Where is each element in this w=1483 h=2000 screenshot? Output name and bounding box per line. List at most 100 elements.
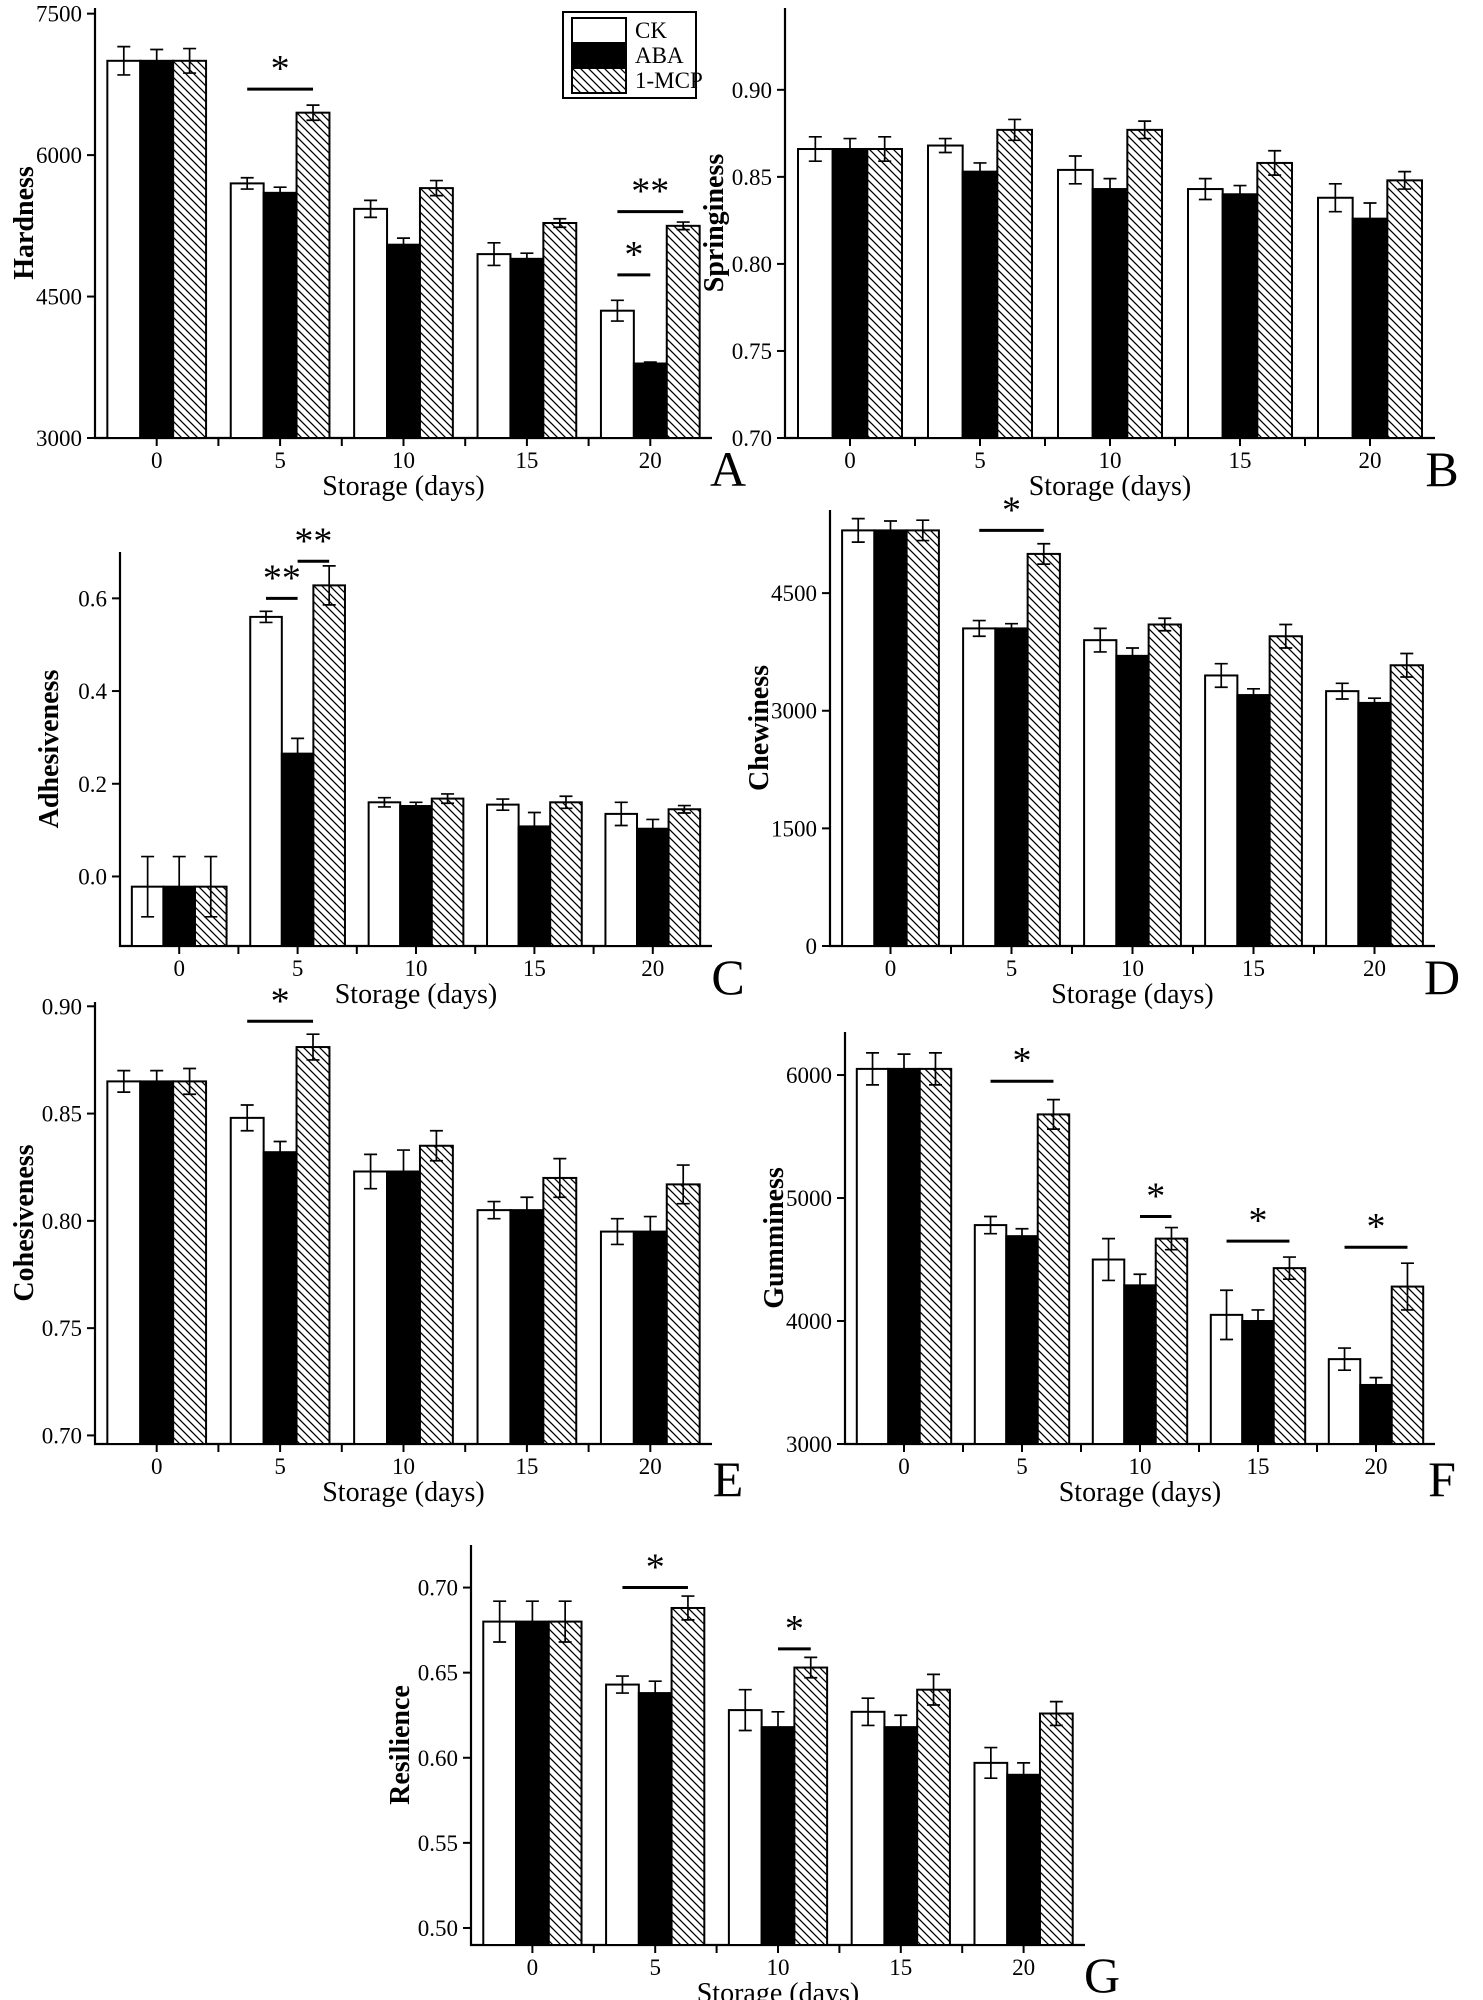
x-tick-label: 10: [767, 1955, 790, 1980]
bar-ABA-day5: [280, 752, 315, 948]
y-tick-label: 7500: [36, 2, 82, 27]
error-bar: [273, 1140, 287, 1164]
bar-1-MCP-day10: [418, 1144, 454, 1446]
error-bar: [117, 1069, 131, 1093]
error-bar: [771, 1710, 785, 1744]
panel-letter-F: F: [1428, 1451, 1456, 1507]
bar-ABA-day5: [961, 170, 999, 439]
error-bar: [677, 804, 691, 814]
y-tick-label: 0.65: [418, 1661, 458, 1686]
y-tick-label: 5000: [786, 1186, 832, 1211]
legend-label-ABA: ABA: [635, 43, 684, 68]
bar-1-MCP-day10: [1154, 1237, 1189, 1445]
error-bar: [1037, 542, 1051, 565]
error-bar: [866, 1052, 880, 1086]
error-bar: [984, 1746, 998, 1780]
bar-CK-day15: [486, 803, 520, 947]
error-bar: [1068, 155, 1082, 185]
bar-1-MCP-day0: [547, 1620, 583, 1946]
error-bar: [553, 1157, 567, 1199]
error-bar: [429, 1129, 443, 1162]
x-tick-label: 0: [151, 448, 163, 473]
error-bar: [322, 565, 336, 606]
bar-CK-day20: [973, 1761, 1009, 1946]
error-bar: [183, 47, 197, 74]
error-bar: [643, 1215, 657, 1248]
error-bar: [364, 199, 378, 219]
chart-panel-D: 0 1500 3000 4500 Chewiness 0 5 10 15 20 Storage (d…: [744, 489, 1460, 1010]
panel-letter-G: G: [1084, 1947, 1120, 2000]
error-bar: [984, 1215, 998, 1235]
y-tick-label: 6000: [36, 143, 82, 168]
y-tick-label: 0.0: [78, 864, 107, 889]
x-axis-label: Storage (days): [322, 471, 485, 502]
x-tick-label: 20: [641, 956, 664, 981]
error-bar: [558, 1600, 572, 1643]
x-tick-label: 15: [515, 448, 538, 473]
bar-ABA-day0: [887, 1067, 921, 1445]
x-axis-label: Storage (days): [322, 1477, 485, 1508]
error-bar: [525, 1600, 539, 1643]
bar-CK-day10: [353, 1170, 389, 1446]
error-bar: [377, 796, 391, 808]
bar-1-MCP-day5: [1026, 552, 1061, 948]
error-bar: [643, 361, 657, 366]
error-bar: [681, 1595, 695, 1621]
x-tick-label: 10: [392, 1454, 415, 1479]
bar-CK-day10: [367, 801, 402, 948]
bar-CK-day10: [1057, 168, 1094, 439]
x-tick-label: 20: [1365, 1454, 1388, 1479]
error-bar: [1363, 202, 1377, 236]
significance-label: **: [263, 557, 301, 599]
bar-ABA-day0: [515, 1620, 550, 1946]
y-tick-label: 0.85: [42, 1102, 82, 1127]
bar-CK-day0: [797, 148, 834, 439]
y-tick-label: 0.55: [418, 1831, 458, 1856]
bar-1-MCP-day15: [1268, 635, 1303, 947]
y-tick-label: 0.50: [418, 1916, 458, 1941]
bar-ABA-day5: [262, 191, 298, 439]
error-bar: [141, 855, 155, 918]
error-bar: [1046, 1098, 1060, 1131]
bar-1-MCP-day20: [665, 1183, 701, 1446]
error-bar: [610, 299, 624, 322]
y-tick-label: 6000: [786, 1063, 832, 1088]
error-bar: [843, 137, 857, 161]
bar-1-MCP-day0: [172, 1080, 208, 1445]
y-tick-label: 0.70: [42, 1423, 82, 1448]
bar-ABA-day15: [509, 257, 545, 440]
error-bar: [884, 520, 897, 541]
y-tick-label: 3000: [786, 1432, 832, 1457]
bar-1-MCP-day10: [430, 797, 465, 948]
error-bar: [804, 1656, 818, 1679]
bar-CK-day15: [1187, 188, 1224, 439]
legend-label-1-MCP: 1-MCP: [635, 68, 703, 93]
y-tick-label: 0.75: [42, 1316, 82, 1341]
error-bar: [938, 137, 952, 154]
significance-label: *: [271, 980, 290, 1022]
y-tick-label: 0.4: [78, 679, 107, 704]
error-bar: [1049, 1700, 1063, 1727]
panel-letter-E: E: [713, 1451, 744, 1507]
y-tick-label: 1500: [771, 816, 817, 841]
bar-ABA-day15: [1236, 694, 1271, 948]
panel-letter-C: C: [711, 949, 744, 1005]
bar-ABA-day10: [1091, 188, 1129, 439]
error-bar: [1268, 149, 1282, 176]
bar-ABA-day10: [1115, 654, 1150, 948]
bar-ABA-day15: [509, 1209, 545, 1445]
y-tick-label: 0.70: [732, 426, 772, 451]
y-tick-label: 0: [806, 934, 818, 959]
x-tick-label: 15: [523, 956, 546, 981]
significance-label: **: [294, 520, 332, 562]
bar-1-MCP-day5: [312, 584, 346, 948]
x-axis-label: Storage (days): [335, 979, 498, 1010]
significance-label: *: [1367, 1206, 1386, 1248]
bar-CK-day0: [841, 529, 876, 947]
bar-1-MCP-day15: [549, 801, 583, 948]
bar-ABA-day0: [139, 59, 175, 440]
y-tick-label: 0.70: [418, 1576, 458, 1601]
y-tick-label: 0.85: [732, 165, 772, 190]
error-bar: [204, 855, 218, 918]
error-bar: [676, 1164, 690, 1205]
